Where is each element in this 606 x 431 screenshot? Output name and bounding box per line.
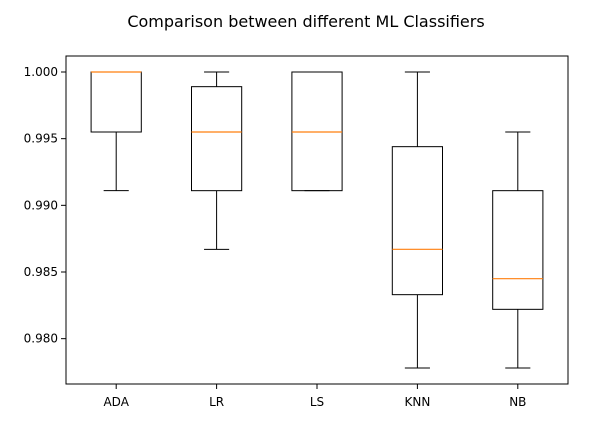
y-tick-label: 0.985 [24,265,58,279]
y-axis: 1.000 0.995 0.990 0.985 0.980 [24,65,66,346]
y-tick-label: 0.980 [24,332,58,346]
x-tick-label: NB [509,395,526,409]
plot-area-frame [65,55,569,385]
y-tick-label: 0.990 [24,198,58,212]
x-tick-label: KNN [404,395,430,409]
x-tick-label: ADA [103,395,129,409]
box-body [191,86,243,192]
box-lr [191,71,243,250]
box-body [291,71,343,192]
box-knn [391,71,443,369]
x-tick-label: LS [310,395,324,409]
box-body [90,71,142,133]
x-axis: ADA LR LS KNN NB [103,384,526,409]
box-ls [291,71,343,192]
x-tick-label: LR [209,395,224,409]
box-body [492,190,544,310]
y-tick-label: 1.000 [24,65,58,79]
box-nb [492,131,544,369]
boxes-layer [90,71,544,369]
box-body [391,146,443,296]
box-ada [90,71,142,192]
y-tick-label: 0.995 [24,132,58,146]
chart-title: Comparison between different ML Classifi… [127,12,484,31]
